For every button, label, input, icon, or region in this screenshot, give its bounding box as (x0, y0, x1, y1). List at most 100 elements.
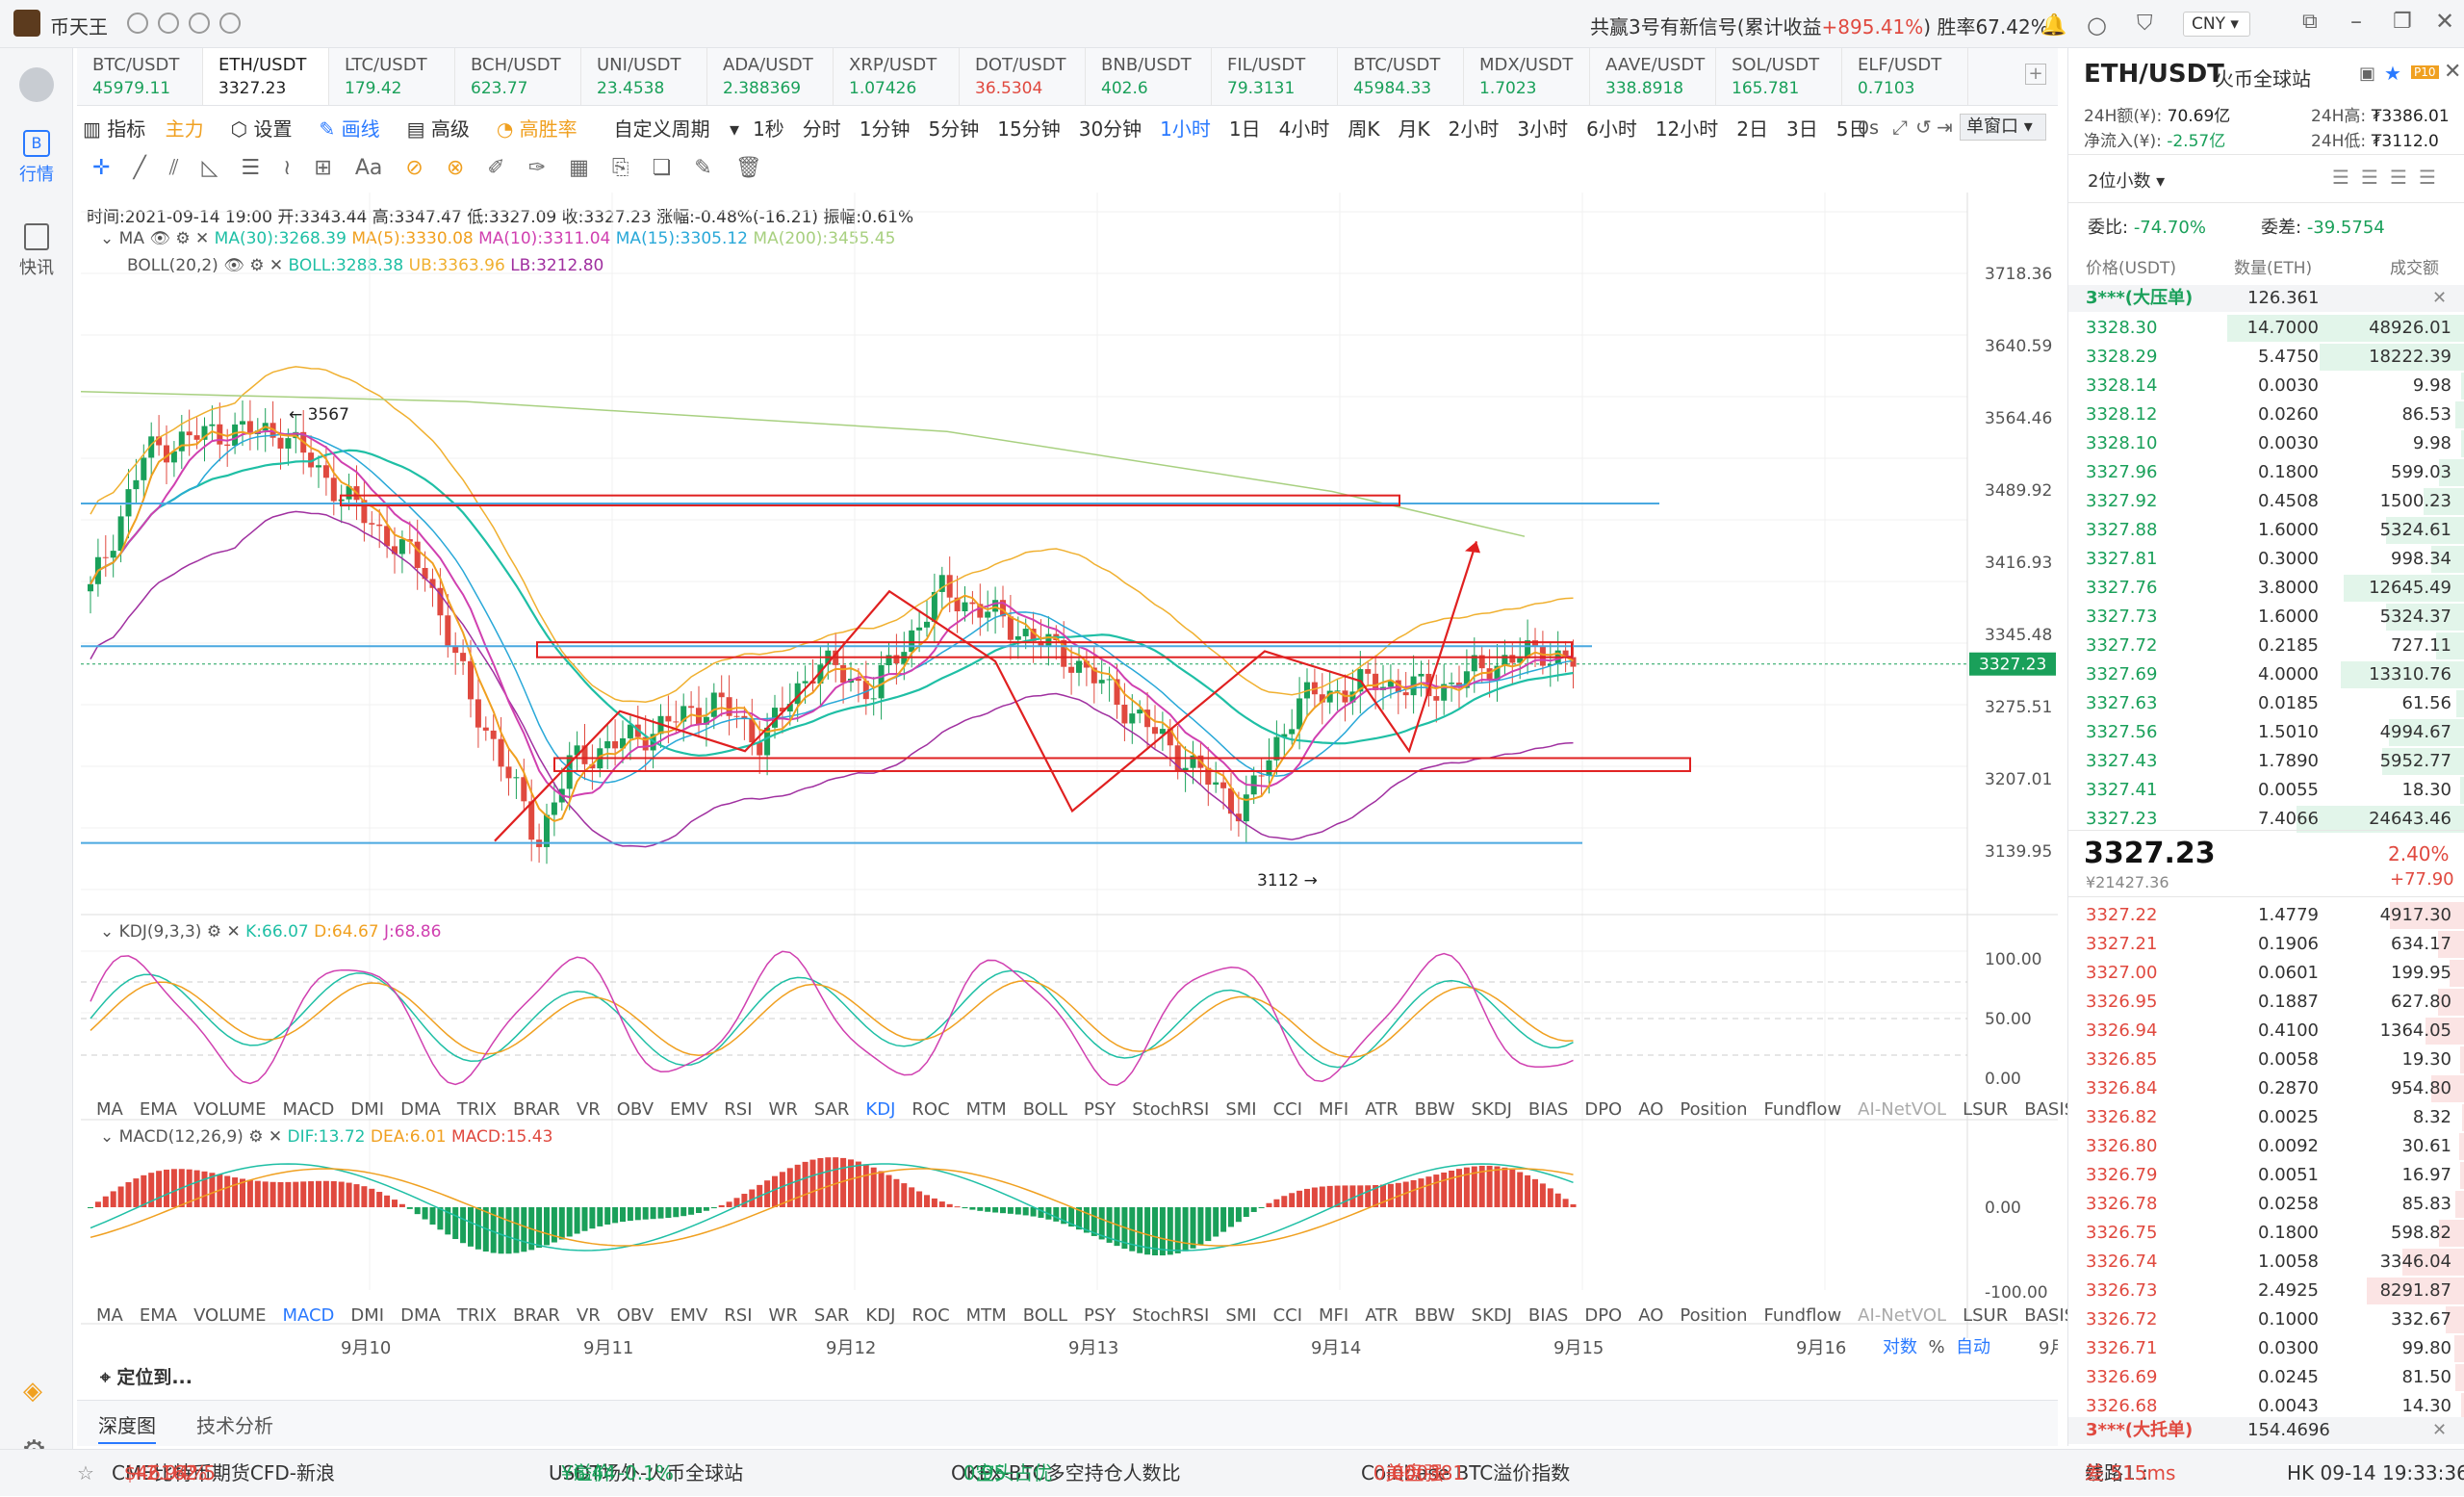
clip-icon[interactable]: ⎘ (612, 156, 629, 180)
indicator-sar[interactable]: SAR (814, 1305, 850, 1326)
indicator-rsi[interactable]: RSI (724, 1305, 752, 1326)
period-13[interactable]: 6小时 (1586, 114, 1637, 142)
close-icon[interactable]: ✕ (2435, 8, 2454, 35)
check-icon[interactable] (189, 13, 210, 34)
indicator-bbw[interactable]: BBW (1415, 1099, 1455, 1120)
indicator-psy[interactable]: PSY (1084, 1099, 1116, 1120)
fullscreen-icon[interactable]: ⤢ (1892, 116, 1908, 139)
exit-icon[interactable]: ⇥ (1937, 116, 1953, 139)
discount-icon[interactable] (158, 13, 179, 34)
period-15[interactable]: 2日 (1736, 114, 1768, 142)
period-8[interactable]: 4小时 (1279, 114, 1330, 142)
globe-icon[interactable] (19, 67, 54, 102)
indicator-mfi[interactable]: MFI (1319, 1099, 1348, 1120)
indicator-skdj[interactable]: SKDJ (1472, 1305, 1512, 1326)
shirt-icon[interactable]: ⛉ (2137, 12, 2153, 36)
indicator-atr[interactable]: ATR (1365, 1099, 1398, 1120)
period-3[interactable]: 5分钟 (929, 114, 980, 142)
copy-icon[interactable]: ❏ (653, 156, 672, 180)
period-4[interactable]: 15分钟 (997, 114, 1060, 142)
magnet-icon[interactable]: ⊘ (405, 156, 423, 180)
indicator-brar[interactable]: BRAR (513, 1305, 560, 1326)
winrate-button[interactable]: ◔ 高胜率 (497, 114, 591, 142)
ob-pin-icon[interactable]: ▣ (2359, 64, 2375, 84)
period-10[interactable]: 月K (1399, 114, 1430, 142)
indicator-macd[interactable]: MACD (282, 1099, 334, 1120)
indicator-ema[interactable]: EMA (140, 1099, 177, 1120)
add-tab-button[interactable]: + (2025, 64, 2046, 85)
market-nav[interactable]: B 行情 (13, 130, 60, 186)
indicator-rsi[interactable]: RSI (724, 1099, 752, 1120)
view-list-icon[interactable]: ☰ (2419, 166, 2436, 189)
indicator-mtm[interactable]: MTM (966, 1305, 1007, 1326)
ob-star-icon[interactable]: ★ (2384, 62, 2401, 85)
indicator-ao[interactable]: AO (1638, 1305, 1663, 1326)
indicator-sar[interactable]: SAR (814, 1099, 850, 1120)
phone-icon[interactable] (219, 13, 241, 34)
indicator-button[interactable]: ▥ 指标 主力 (83, 114, 218, 142)
percent-mode[interactable]: % (1928, 1337, 1944, 1357)
indicator-volume[interactable]: VOLUME (193, 1305, 266, 1326)
indicator-smi[interactable]: SMI (1225, 1305, 1256, 1326)
indicator-boll[interactable]: BOLL (1023, 1099, 1067, 1120)
badge-icon[interactable] (127, 13, 148, 34)
indicator-dmi[interactable]: DMI (350, 1305, 384, 1326)
pen-icon[interactable]: ✐ (487, 156, 504, 180)
indicator-wr[interactable]: WR (769, 1099, 798, 1120)
indicator-position[interactable]: Position (1680, 1099, 1747, 1120)
indicator-macd[interactable]: MACD (282, 1305, 334, 1326)
crosshair-icon[interactable]: ✛ (92, 156, 110, 180)
indicator-stochrsi[interactable]: StochRSI (1132, 1099, 1209, 1120)
vip-icon[interactable]: ◈ (23, 1377, 42, 1406)
view-asks-icon[interactable]: ☰ (2361, 166, 2378, 189)
ticker-cme[interactable]: CME比特币期货CFD-新浪 $46162.5 +2.94% (112, 1450, 130, 1497)
indicator-cci[interactable]: CCI (1273, 1305, 1302, 1326)
lock-icon[interactable]: ⊗ (447, 156, 464, 180)
measure-icon[interactable]: ▦ (569, 156, 589, 180)
locate-button[interactable]: ⌖ 定位到... (100, 1363, 192, 1389)
dock-icon[interactable]: ⧉ (2302, 10, 2318, 34)
indicator-fundflow[interactable]: Fundflow (1763, 1099, 1841, 1120)
period-0[interactable]: 1秒 (753, 114, 784, 142)
indicator-stochrsi[interactable]: StochRSI (1132, 1305, 1209, 1326)
indicator-ao[interactable]: AO (1638, 1099, 1663, 1120)
decimals-select[interactable]: 2位小数 ▾ (2088, 168, 2165, 193)
edit-icon[interactable]: ✎ (694, 156, 711, 180)
indicator-ma[interactable]: MA (96, 1305, 123, 1326)
parallel-icon[interactable]: ⫽ (169, 156, 179, 180)
period-2[interactable]: 1分钟 (860, 114, 911, 142)
indicator-trix[interactable]: TRIX (457, 1099, 497, 1120)
indicator-emv[interactable]: EMV (670, 1099, 707, 1120)
indicator-skdj[interactable]: SKDJ (1472, 1099, 1512, 1120)
view-both-icon[interactable]: ☰ (2332, 166, 2349, 189)
analysis-tab[interactable]: 技术分析 (196, 1410, 273, 1438)
indicator-position[interactable]: Position (1680, 1305, 1747, 1326)
indicator-boll[interactable]: BOLL (1023, 1305, 1067, 1326)
